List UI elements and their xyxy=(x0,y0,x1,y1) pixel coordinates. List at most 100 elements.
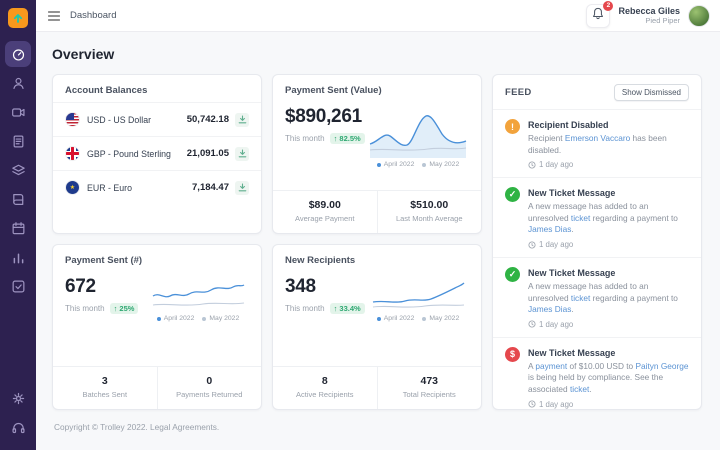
payment-count-chart xyxy=(152,284,244,306)
stat-label: Batches Sent xyxy=(82,390,128,399)
recipients-icon[interactable] xyxy=(5,70,31,96)
stat-body: 348 This month ↑ 33.4% xyxy=(273,272,481,366)
show-dismissed-button[interactable]: Show Dismissed xyxy=(613,84,689,101)
currency-amount: 50,742.18 xyxy=(186,114,229,125)
reports-icon[interactable] xyxy=(5,244,31,270)
transfer-icon[interactable] xyxy=(235,146,249,161)
gbp-flag-icon xyxy=(65,146,80,161)
feed-text-part: regarding a payment to xyxy=(590,212,678,223)
approvals-icon[interactable] xyxy=(5,273,31,299)
card-title: Payment Sent (Value) xyxy=(285,85,382,96)
topbar: Dashboard 2 Rebecca Giles Pied Piper xyxy=(36,0,720,32)
feed-item-title: Recipient Disabled xyxy=(528,120,609,130)
page-title: Overview xyxy=(52,46,115,62)
feed-link[interactable]: ticket xyxy=(570,292,591,303)
breadcrumb[interactable]: Dashboard xyxy=(70,10,117,21)
stats-row: $89.00 Average Payment $510.00 Last Mont… xyxy=(273,190,481,233)
calendar-icon[interactable] xyxy=(5,215,31,241)
clock-icon xyxy=(528,400,536,408)
feed-item-title: New Ticket Message xyxy=(528,347,616,358)
hamburger-menu-icon[interactable] xyxy=(48,10,60,21)
feed-item-time: 1 day ago xyxy=(528,400,689,409)
legend-label: April 2022 xyxy=(383,161,415,168)
change-badge: ↑ 33.4% xyxy=(329,303,365,314)
feed-item-title: New Ticket Message xyxy=(528,188,616,199)
feed-link[interactable]: James Dias xyxy=(528,224,572,235)
feed-link[interactable]: Emerson Vaccaro xyxy=(564,133,631,143)
payment-value-card: Payment Sent (Value) $890,261 This month… xyxy=(272,74,482,234)
stat-cell: 8 Active Recipients xyxy=(273,367,377,409)
stat-left: 672 This month ↑ 25% xyxy=(65,272,147,366)
legal-agreements-link[interactable]: Legal Agreements. xyxy=(150,422,220,432)
stat-amount: $890,261 xyxy=(285,106,362,127)
feed-item-text: Recipient Emerson Vaccaro has been disab… xyxy=(528,133,689,156)
trolley-logo-icon[interactable] xyxy=(8,8,28,28)
feed-text-part: A xyxy=(528,360,536,371)
new-recipients-chart xyxy=(372,282,464,308)
payment-value-chart xyxy=(369,115,467,158)
legend-label: May 2022 xyxy=(429,161,460,168)
feed-text-part: is being held by compliance. See the ass… xyxy=(528,372,664,395)
feed-item-text: A new message has added to an unresolved… xyxy=(528,281,689,316)
transfer-icon[interactable] xyxy=(235,112,249,127)
feed-link[interactable]: ticket xyxy=(569,384,590,395)
main-content: Overview Account Balances USD - US Dolla… xyxy=(36,32,720,450)
support-icon[interactable] xyxy=(5,414,31,440)
stat-cell: 0 Payments Returned xyxy=(156,367,262,409)
transfer-icon[interactable] xyxy=(235,180,249,195)
payment-count-card: Payment Sent (#) 672 This month ↑ 25% xyxy=(52,244,262,410)
feed-title: FEED xyxy=(505,87,532,98)
clock-icon xyxy=(528,161,536,169)
invoices-icon[interactable] xyxy=(5,128,31,154)
feed-item-text: A new message has added to an unresolved… xyxy=(528,201,689,236)
feed-time-label: 1 day ago xyxy=(539,399,574,409)
feed-text-part: A new message has added to an unresolved xyxy=(528,281,649,303)
feed-item-title: New Ticket Message xyxy=(528,268,616,279)
feed-link[interactable]: payment xyxy=(535,360,568,371)
feed-text-part: . xyxy=(571,304,574,315)
stat-amount: 672 xyxy=(65,276,96,297)
stat-label: Active Recipients xyxy=(295,390,354,399)
feed-time-label: 1 day ago xyxy=(539,240,574,250)
legend-dot-april xyxy=(376,316,381,321)
stat-left: $890,261 This month ↑ 82.5% xyxy=(285,102,367,190)
user-company: Pied Piper xyxy=(645,16,680,26)
warning-icon: ! xyxy=(505,119,520,134)
legend-label: April 2022 xyxy=(163,315,195,322)
feed-link[interactable]: James Dias xyxy=(528,304,572,315)
legend-label: May 2022 xyxy=(209,315,240,322)
user-name: Rebecca Giles xyxy=(618,5,680,16)
stat-value: 0 xyxy=(206,375,213,387)
feed-list[interactable]: ! Recipient Disabled Recipient Emerson V… xyxy=(493,109,701,409)
ledger-icon[interactable] xyxy=(5,186,31,212)
notifications-button[interactable]: 2 xyxy=(586,0,614,28)
user-menu[interactable]: Rebecca Giles Pied Piper xyxy=(618,6,680,26)
avatar[interactable] xyxy=(688,4,710,27)
dashboard-icon[interactable] xyxy=(5,41,31,67)
account-balances-card: Account Balances USD - US Dollar 50,742.… xyxy=(52,74,262,234)
card-title: Payment Sent (#) xyxy=(65,255,143,266)
check-icon: ✓ xyxy=(505,187,520,203)
notification-badge: 2 xyxy=(603,0,614,11)
stat-value: 3 xyxy=(101,375,108,387)
feed-link[interactable]: Paityn George xyxy=(635,360,689,371)
stat-label: Total Recipients xyxy=(402,390,456,399)
settings-icon[interactable] xyxy=(5,385,31,411)
stats-row: 3 Batches Sent 0 Payments Returned xyxy=(53,366,261,409)
legend-dot-april xyxy=(156,316,161,321)
feed-text-part: of $10.00 USD to xyxy=(567,360,636,371)
feed-item-time: 1 day ago xyxy=(528,320,689,329)
stat-cell: $510.00 Last Month Average xyxy=(376,191,482,233)
payouts-icon[interactable] xyxy=(5,99,31,125)
legend-dot-may xyxy=(422,162,427,167)
legend-dot-april xyxy=(376,162,381,167)
currency-name: USD - US Dollar xyxy=(87,114,152,125)
feed-text-part: . xyxy=(571,224,574,235)
batches-icon[interactable] xyxy=(5,157,31,183)
feed-item: ! Recipient Disabled Recipient Emerson V… xyxy=(493,109,701,177)
footer: Copyright © Trolley 2022. Legal Agreemen… xyxy=(52,422,704,432)
feed-link[interactable]: ticket xyxy=(570,212,591,223)
clock-icon xyxy=(528,241,536,249)
column-1: Account Balances USD - US Dollar 50,742.… xyxy=(52,74,262,410)
